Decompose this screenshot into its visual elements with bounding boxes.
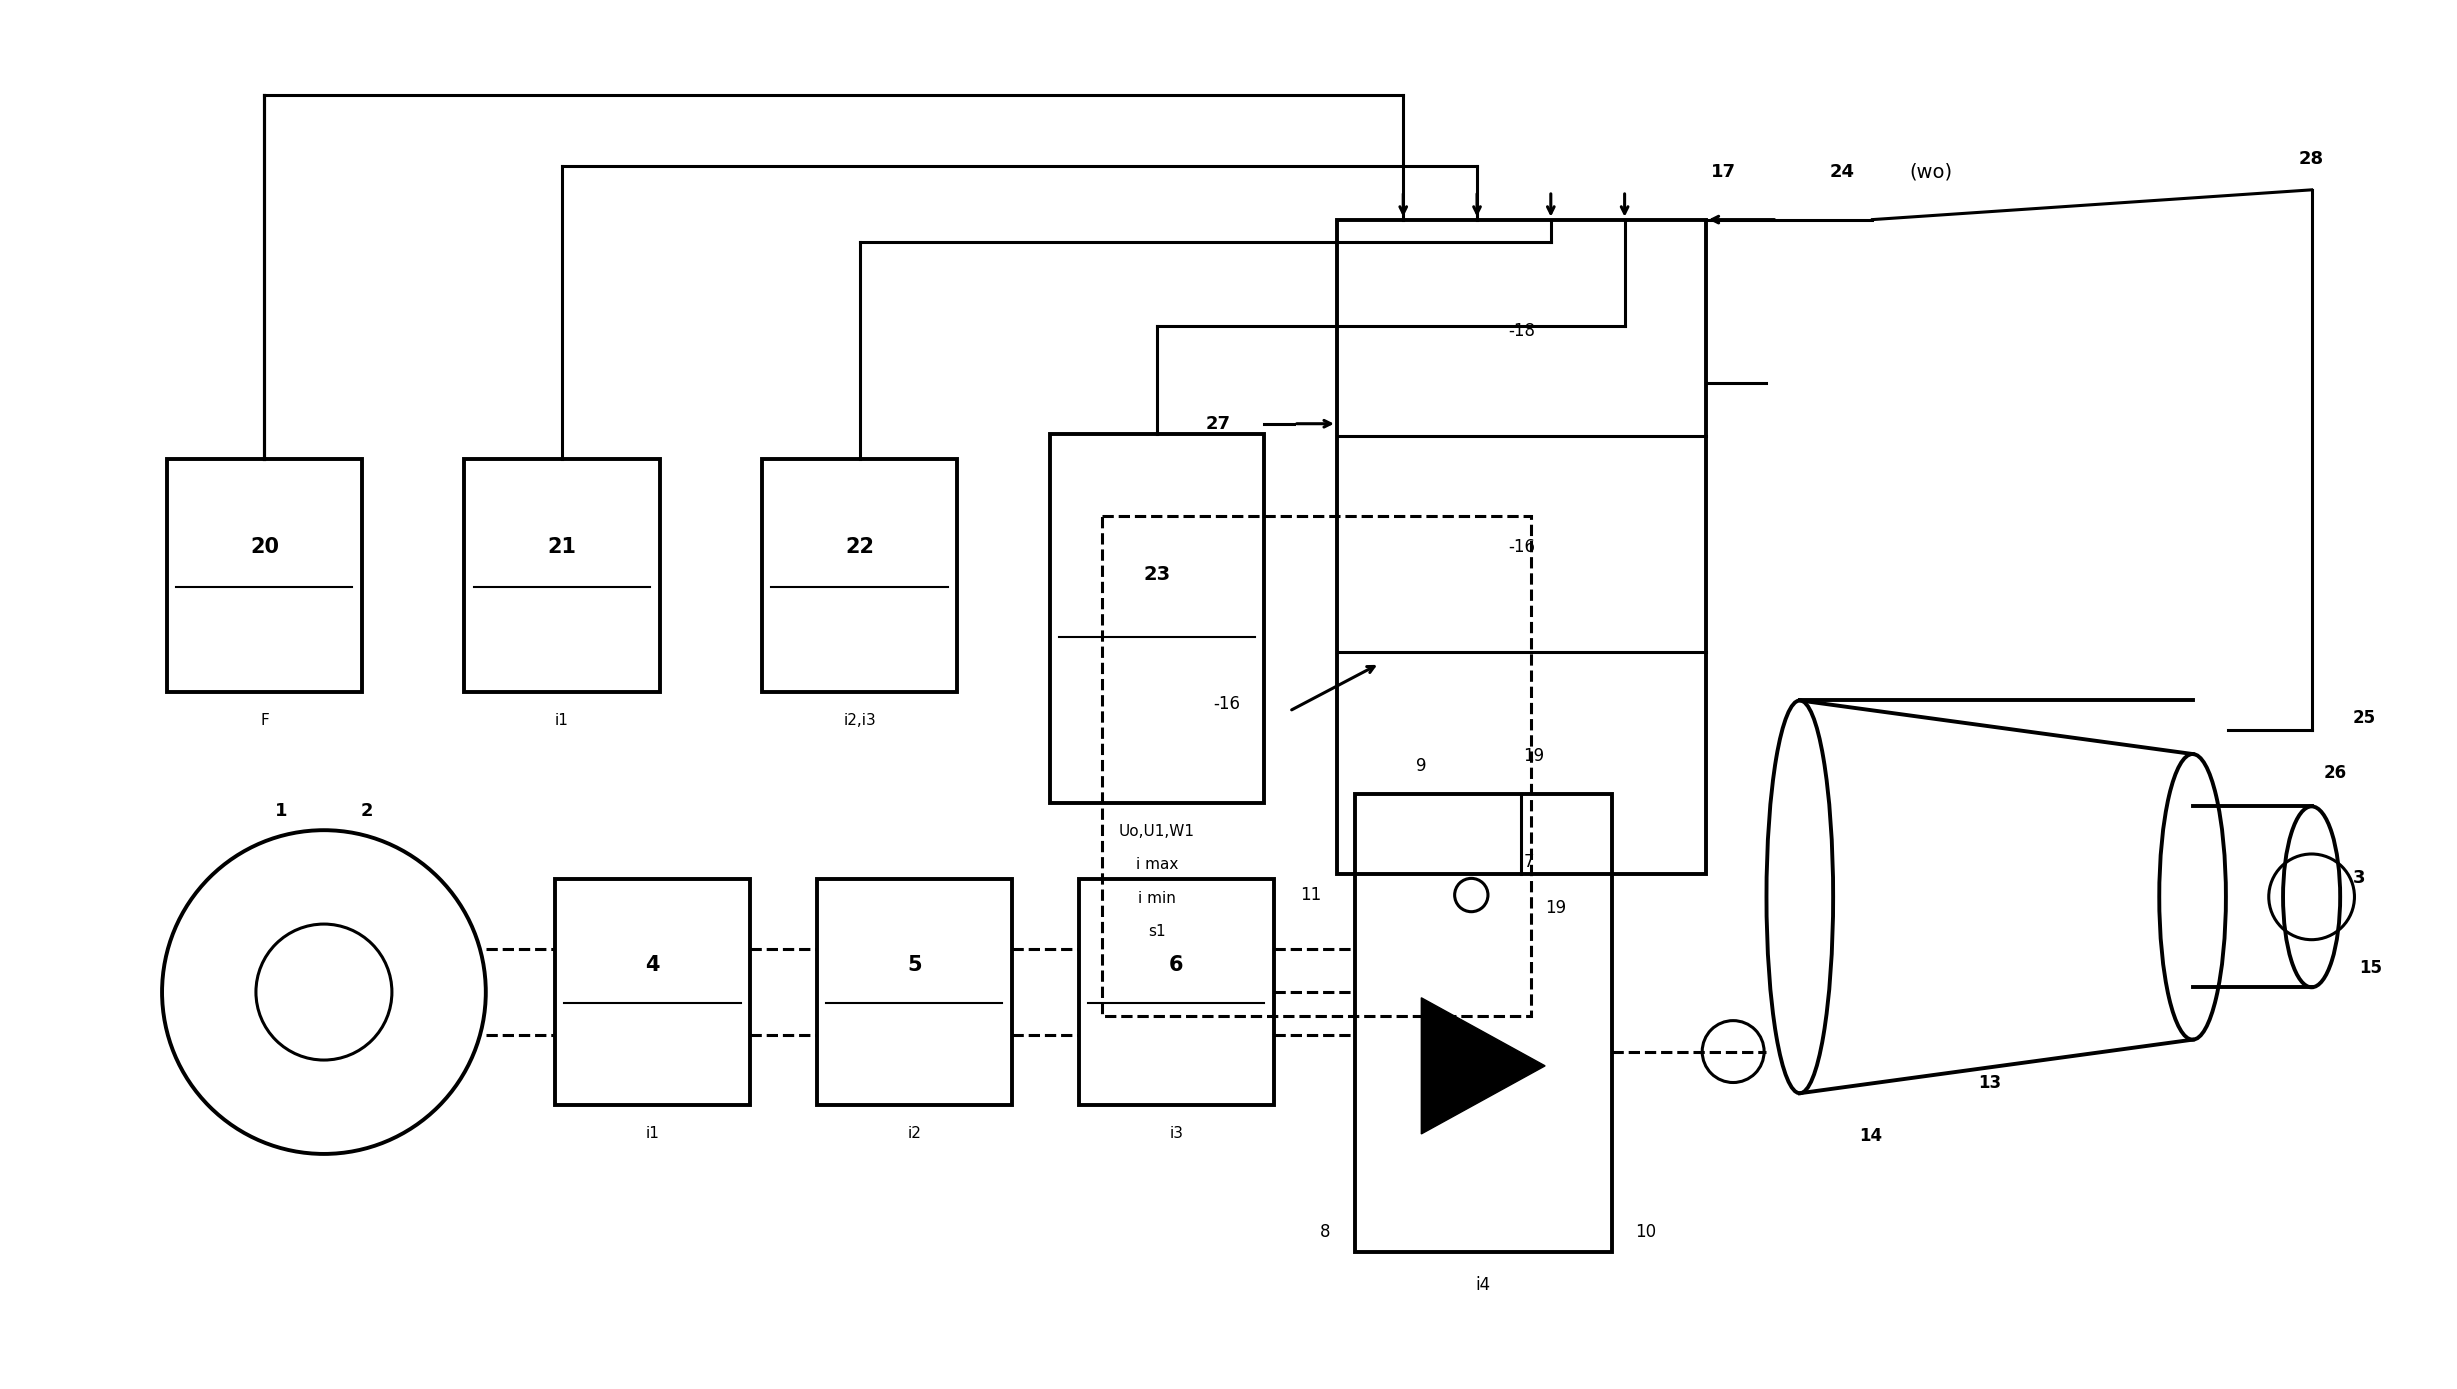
Text: 2: 2 [361,801,373,820]
Text: 4: 4 [646,954,658,975]
Text: 23: 23 [1143,564,1170,583]
Text: 28: 28 [2300,150,2324,168]
Bar [1337,219,1705,874]
Text: i1: i1 [555,713,570,728]
Text: 26: 26 [2324,764,2346,782]
Text: 6: 6 [1170,954,1184,975]
Text: 20: 20 [251,538,280,557]
Text: i1: i1 [646,1126,658,1142]
Text: Uo,U1,W1: Uo,U1,W1 [1118,824,1194,839]
Text: 9: 9 [1415,757,1428,775]
Text: i2: i2 [907,1126,921,1142]
Text: s1: s1 [1147,924,1167,939]
Text: F: F [260,713,268,728]
Text: 22: 22 [845,538,875,557]
Text: i min: i min [1138,890,1177,906]
Text: 25: 25 [2351,710,2376,728]
Text: 13: 13 [1978,1074,2002,1092]
Bar [1049,433,1265,803]
Text: (wo): (wo) [1909,163,1953,182]
Text: i3: i3 [1170,1126,1184,1142]
Bar [555,879,749,1106]
Text: 7: 7 [1523,853,1533,871]
Bar [464,458,658,692]
Text: -16: -16 [1509,538,1536,556]
Text: i max: i max [1135,857,1179,872]
Text: 19: 19 [1523,747,1543,765]
Bar [1079,879,1273,1106]
Bar [816,879,1012,1106]
Text: 3: 3 [2354,868,2366,886]
Text: i2,i3: i2,i3 [843,713,875,728]
Polygon shape [1420,997,1545,1133]
Text: -18: -18 [1509,322,1536,340]
Text: 10: 10 [1636,1224,1656,1242]
Text: 19: 19 [1545,899,1565,917]
Text: 27: 27 [1206,415,1231,433]
Text: 8: 8 [1319,1224,1332,1242]
Bar [1103,515,1531,1015]
Bar [1354,795,1612,1251]
Text: 11: 11 [1300,886,1322,904]
Bar [167,458,361,692]
Text: 5: 5 [907,954,921,975]
Text: 15: 15 [2359,960,2383,978]
Text: 24: 24 [1830,163,1855,181]
Ellipse shape [2283,807,2339,988]
Bar [762,458,958,692]
Text: 1: 1 [275,801,287,820]
Text: i4: i4 [1477,1276,1491,1295]
Text: 14: 14 [1860,1126,1882,1145]
Text: 17: 17 [1710,163,1735,181]
Text: -16: -16 [1214,694,1241,713]
Text: 21: 21 [548,538,577,557]
